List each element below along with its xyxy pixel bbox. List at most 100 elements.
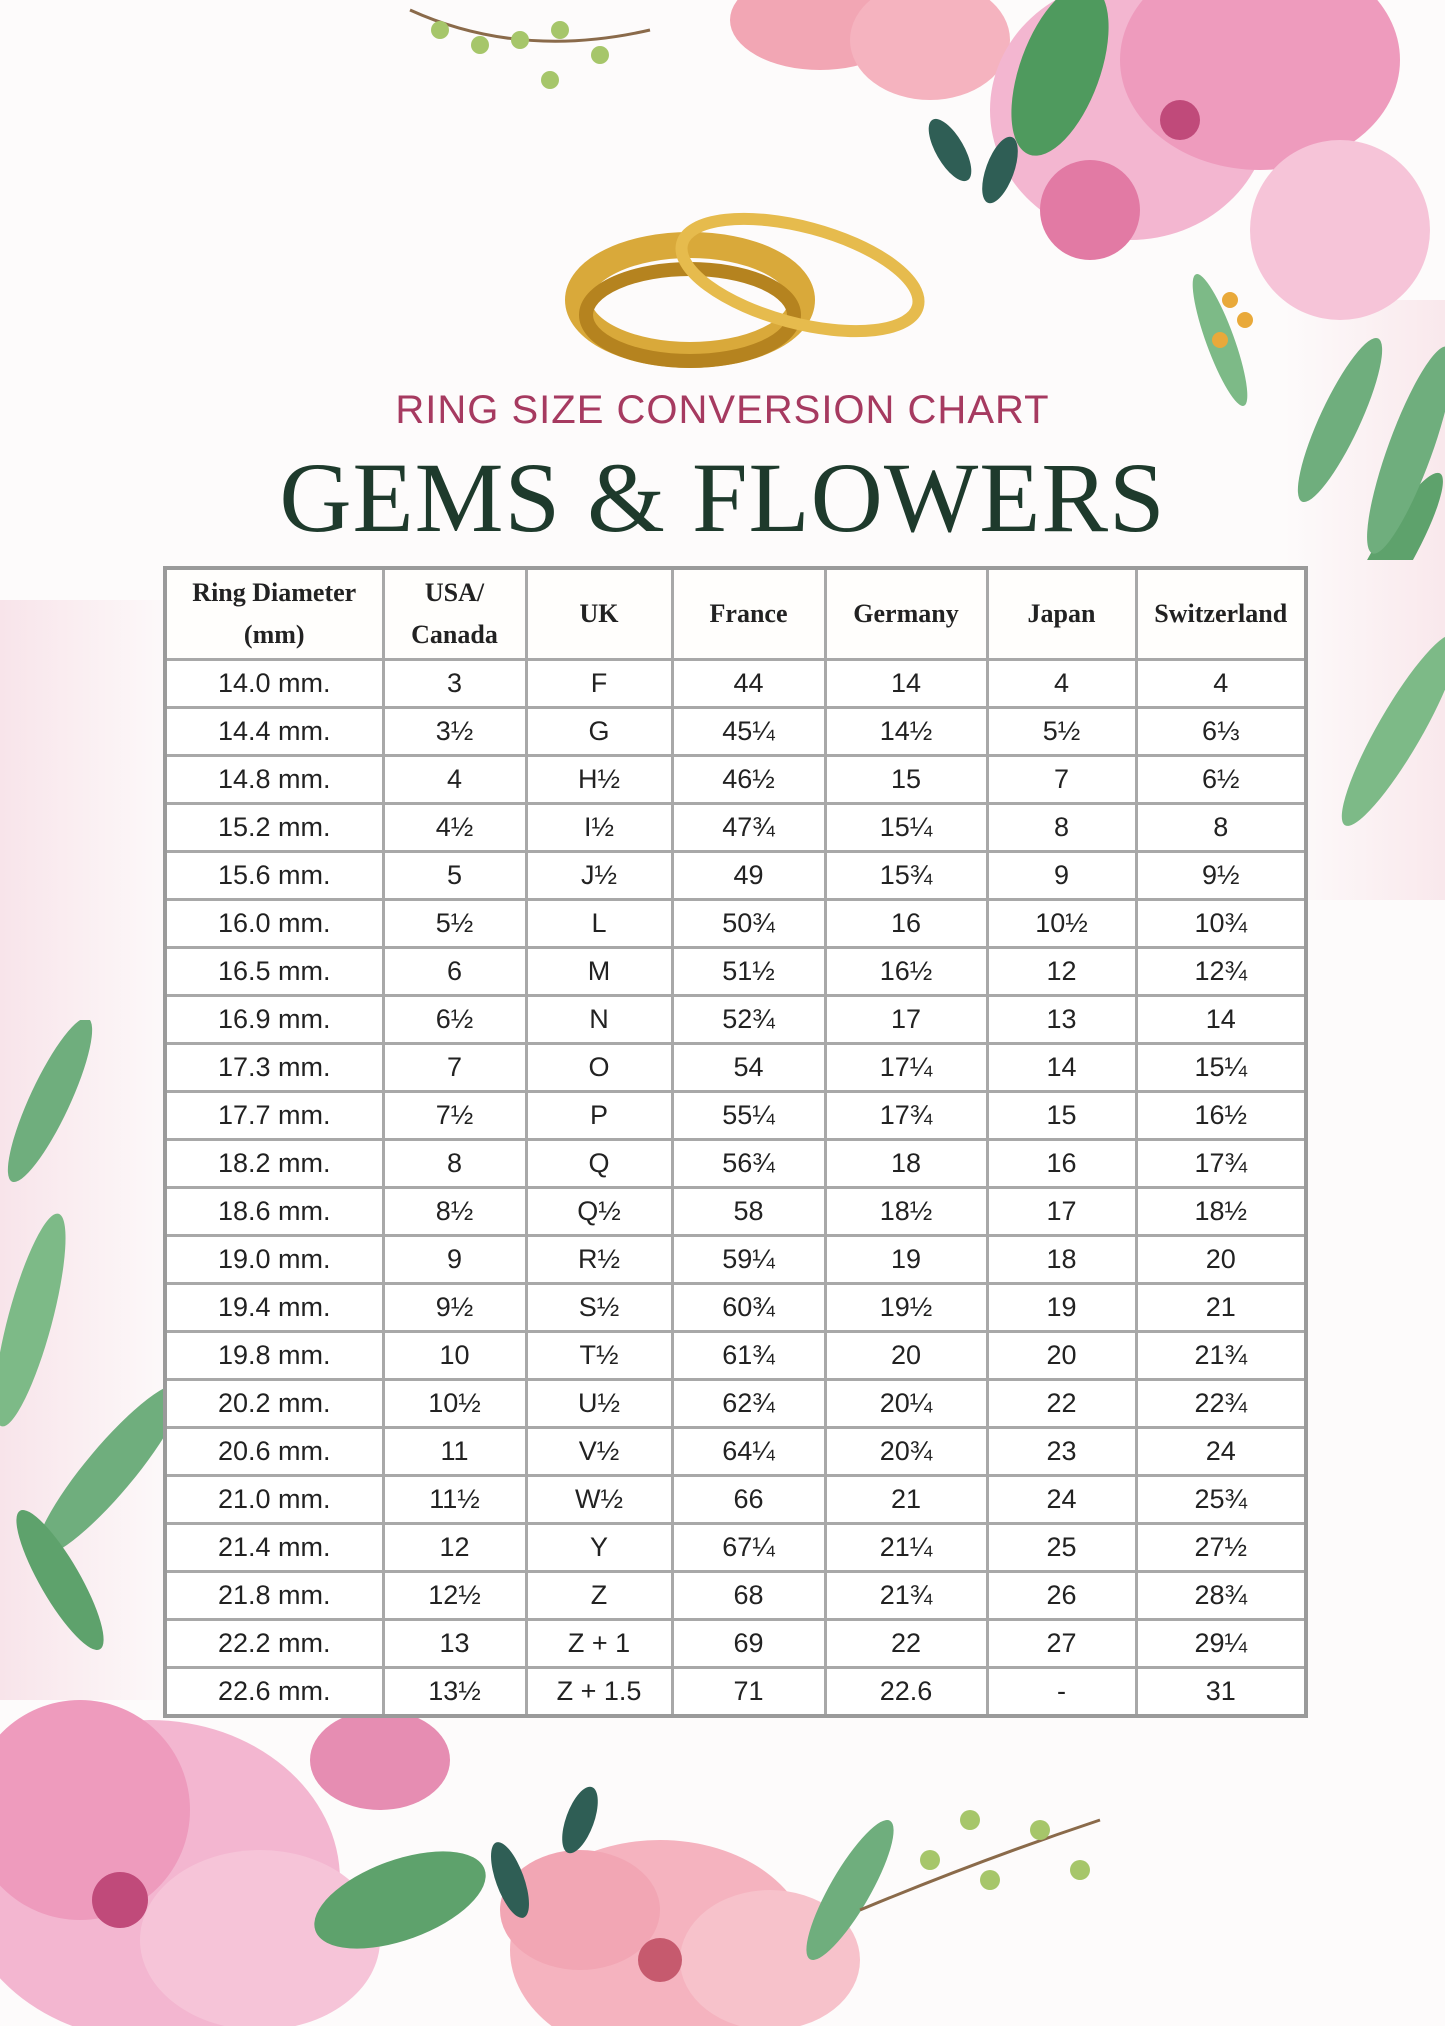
table-row: 19.0 mm. 9 R½ 59¼ 19 18 20 bbox=[163, 1234, 1308, 1285]
cell-france: 61¾ bbox=[670, 1330, 827, 1381]
cell-uk: P bbox=[524, 1090, 674, 1141]
table-row: 16.9 mm. 6½ N 52¾ 17 13 14 bbox=[163, 994, 1308, 1045]
cell-uk: V½ bbox=[524, 1426, 674, 1477]
cell-uk: L bbox=[524, 898, 674, 949]
cell-uk: G bbox=[524, 706, 674, 757]
cell-ring-diameter: 20.2 mm. bbox=[163, 1378, 385, 1429]
cell-japan: 14 bbox=[985, 1042, 1138, 1093]
cell-germany: 14½ bbox=[823, 706, 989, 757]
table-row: 21.0 mm. 11½ W½ 66 21 24 25¾ bbox=[163, 1474, 1308, 1525]
cell-japan: - bbox=[985, 1666, 1138, 1718]
cell-germany: 20¼ bbox=[823, 1378, 989, 1429]
cell-france: 49 bbox=[670, 850, 827, 901]
ring-size-table: Ring Diameter (mm) USA/Canada UK France Germa… bbox=[163, 566, 1308, 1718]
cell-usa-canada: 3½ bbox=[381, 706, 528, 757]
brand-title: GEMS & FLOWERS bbox=[279, 442, 1166, 553]
cell-germany: 21 bbox=[823, 1474, 989, 1525]
cell-usa-canada: 8 bbox=[381, 1138, 528, 1189]
cell-france: 46½ bbox=[670, 754, 827, 805]
cell-france: 51½ bbox=[670, 946, 827, 997]
cell-germany: 19½ bbox=[823, 1282, 989, 1333]
cell-japan: 25 bbox=[985, 1522, 1138, 1573]
cell-ring-diameter: 22.6 mm. bbox=[163, 1666, 385, 1718]
cell-uk: J½ bbox=[524, 850, 674, 901]
cell-germany: 16 bbox=[823, 898, 989, 949]
table-row: 22.2 mm. 13 Z + 1 69 22 27 29¼ bbox=[163, 1618, 1308, 1669]
cell-switzerland: 8 bbox=[1134, 802, 1308, 853]
cell-france: 60¾ bbox=[670, 1282, 827, 1333]
cell-switzerland: 12¾ bbox=[1134, 946, 1308, 997]
cell-usa-canada: 7 bbox=[381, 1042, 528, 1093]
cell-uk: R½ bbox=[524, 1234, 674, 1285]
flower-decoration-top-right bbox=[730, 0, 1443, 560]
cell-ring-diameter: 14.8 mm. bbox=[163, 754, 385, 805]
cell-usa-canada: 5 bbox=[381, 850, 528, 901]
cell-france: 52¾ bbox=[670, 994, 827, 1045]
table-row: 21.8 mm. 12½ Z 68 21¾ 26 28¾ bbox=[163, 1570, 1308, 1621]
cell-ring-diameter: 16.0 mm. bbox=[163, 898, 385, 949]
table-row: 14.0 mm. 3 F 44 14 4 4 bbox=[163, 658, 1308, 709]
cell-france: 44 bbox=[670, 658, 827, 709]
cell-usa-canada: 4½ bbox=[381, 802, 528, 853]
cell-switzerland: 31 bbox=[1134, 1666, 1308, 1718]
cell-france: 69 bbox=[670, 1618, 827, 1669]
column-header-line1: Germany bbox=[853, 599, 959, 628]
cell-france: 62¾ bbox=[670, 1378, 827, 1429]
cell-uk: Z bbox=[524, 1570, 674, 1621]
cell-france: 50¾ bbox=[670, 898, 827, 949]
column-header-usa-canada: USA/Canada bbox=[381, 566, 528, 661]
cell-switzerland: 18½ bbox=[1134, 1186, 1308, 1237]
table-row: 15.2 mm. 4½ I½ 47¾ 15¼ 8 8 bbox=[163, 802, 1308, 853]
cell-france: 58 bbox=[670, 1186, 827, 1237]
cell-switzerland: 21 bbox=[1134, 1282, 1308, 1333]
cell-switzerland: 21¾ bbox=[1134, 1330, 1308, 1381]
cell-usa-canada: 6 bbox=[381, 946, 528, 997]
cell-switzerland: 9½ bbox=[1134, 850, 1308, 901]
cell-france: 54 bbox=[670, 1042, 827, 1093]
cell-france: 56¾ bbox=[670, 1138, 827, 1189]
cell-germany: 15¾ bbox=[823, 850, 989, 901]
cell-germany: 15¼ bbox=[823, 802, 989, 853]
cell-switzerland: 10¾ bbox=[1134, 898, 1308, 949]
column-header-switzerland: Switzerland bbox=[1134, 566, 1308, 661]
cell-japan: 16 bbox=[985, 1138, 1138, 1189]
cell-ring-diameter: 14.4 mm. bbox=[163, 706, 385, 757]
cell-switzerland: 27½ bbox=[1134, 1522, 1308, 1573]
cell-germany: 20¾ bbox=[823, 1426, 989, 1477]
cell-ring-diameter: 14.0 mm. bbox=[163, 658, 385, 709]
table-row: 20.6 mm. 11 V½ 64¼ 20¾ 23 24 bbox=[163, 1426, 1308, 1477]
cell-ring-diameter: 16.9 mm. bbox=[163, 994, 385, 1045]
table-body: 14.0 mm. 3 F 44 14 4 4 14.4 mm. 3½ G 45¼ 14½ 5½ 6⅓ 14.… bbox=[163, 658, 1308, 1718]
column-header-line2: Canada bbox=[411, 620, 498, 649]
cell-uk: O bbox=[524, 1042, 674, 1093]
column-header-line2: (mm) bbox=[243, 620, 305, 649]
table-header-row: Ring Diameter (mm) USA/Canada UK France Germa… bbox=[163, 566, 1308, 661]
table-row: 16.5 mm. 6 M 51½ 16½ 12 12¾ bbox=[163, 946, 1308, 997]
cell-ring-diameter: 16.5 mm. bbox=[163, 946, 385, 997]
column-header-ring-diameter: Ring Diameter (mm) bbox=[163, 566, 385, 661]
cell-ring-diameter: 21.8 mm. bbox=[163, 1570, 385, 1621]
cell-usa-canada: 9 bbox=[381, 1234, 528, 1285]
cell-usa-canada: 11½ bbox=[381, 1474, 528, 1525]
cell-switzerland: 28¾ bbox=[1134, 1570, 1308, 1621]
cell-japan: 19 bbox=[985, 1282, 1138, 1333]
cell-uk: I½ bbox=[524, 802, 674, 853]
table-row: 21.4 mm. 12 Y 67¼ 21¼ 25 27½ bbox=[163, 1522, 1308, 1573]
table-row: 18.2 mm. 8 Q 56¾ 18 16 17¾ bbox=[163, 1138, 1308, 1189]
cell-ring-diameter: 18.6 mm. bbox=[163, 1186, 385, 1237]
cell-ring-diameter: 19.0 mm. bbox=[163, 1234, 385, 1285]
cell-japan: 22 bbox=[985, 1378, 1138, 1429]
cell-japan: 27 bbox=[985, 1618, 1138, 1669]
cell-ring-diameter: 15.2 mm. bbox=[163, 802, 385, 853]
cell-usa-canada: 5½ bbox=[381, 898, 528, 949]
cell-switzerland: 24 bbox=[1134, 1426, 1308, 1477]
cell-japan: 26 bbox=[985, 1570, 1138, 1621]
cell-germany: 19 bbox=[823, 1234, 989, 1285]
cell-japan: 10½ bbox=[985, 898, 1138, 949]
cell-uk: S½ bbox=[524, 1282, 674, 1333]
column-header-japan: Japan bbox=[985, 566, 1138, 661]
table-row: 22.6 mm. 13½ Z + 1.5 71 22.6-31 bbox=[163, 1666, 1308, 1718]
cell-germany: 17¼ bbox=[823, 1042, 989, 1093]
cell-usa-canada: 4 bbox=[381, 754, 528, 805]
cell-france: 45¼ bbox=[670, 706, 827, 757]
